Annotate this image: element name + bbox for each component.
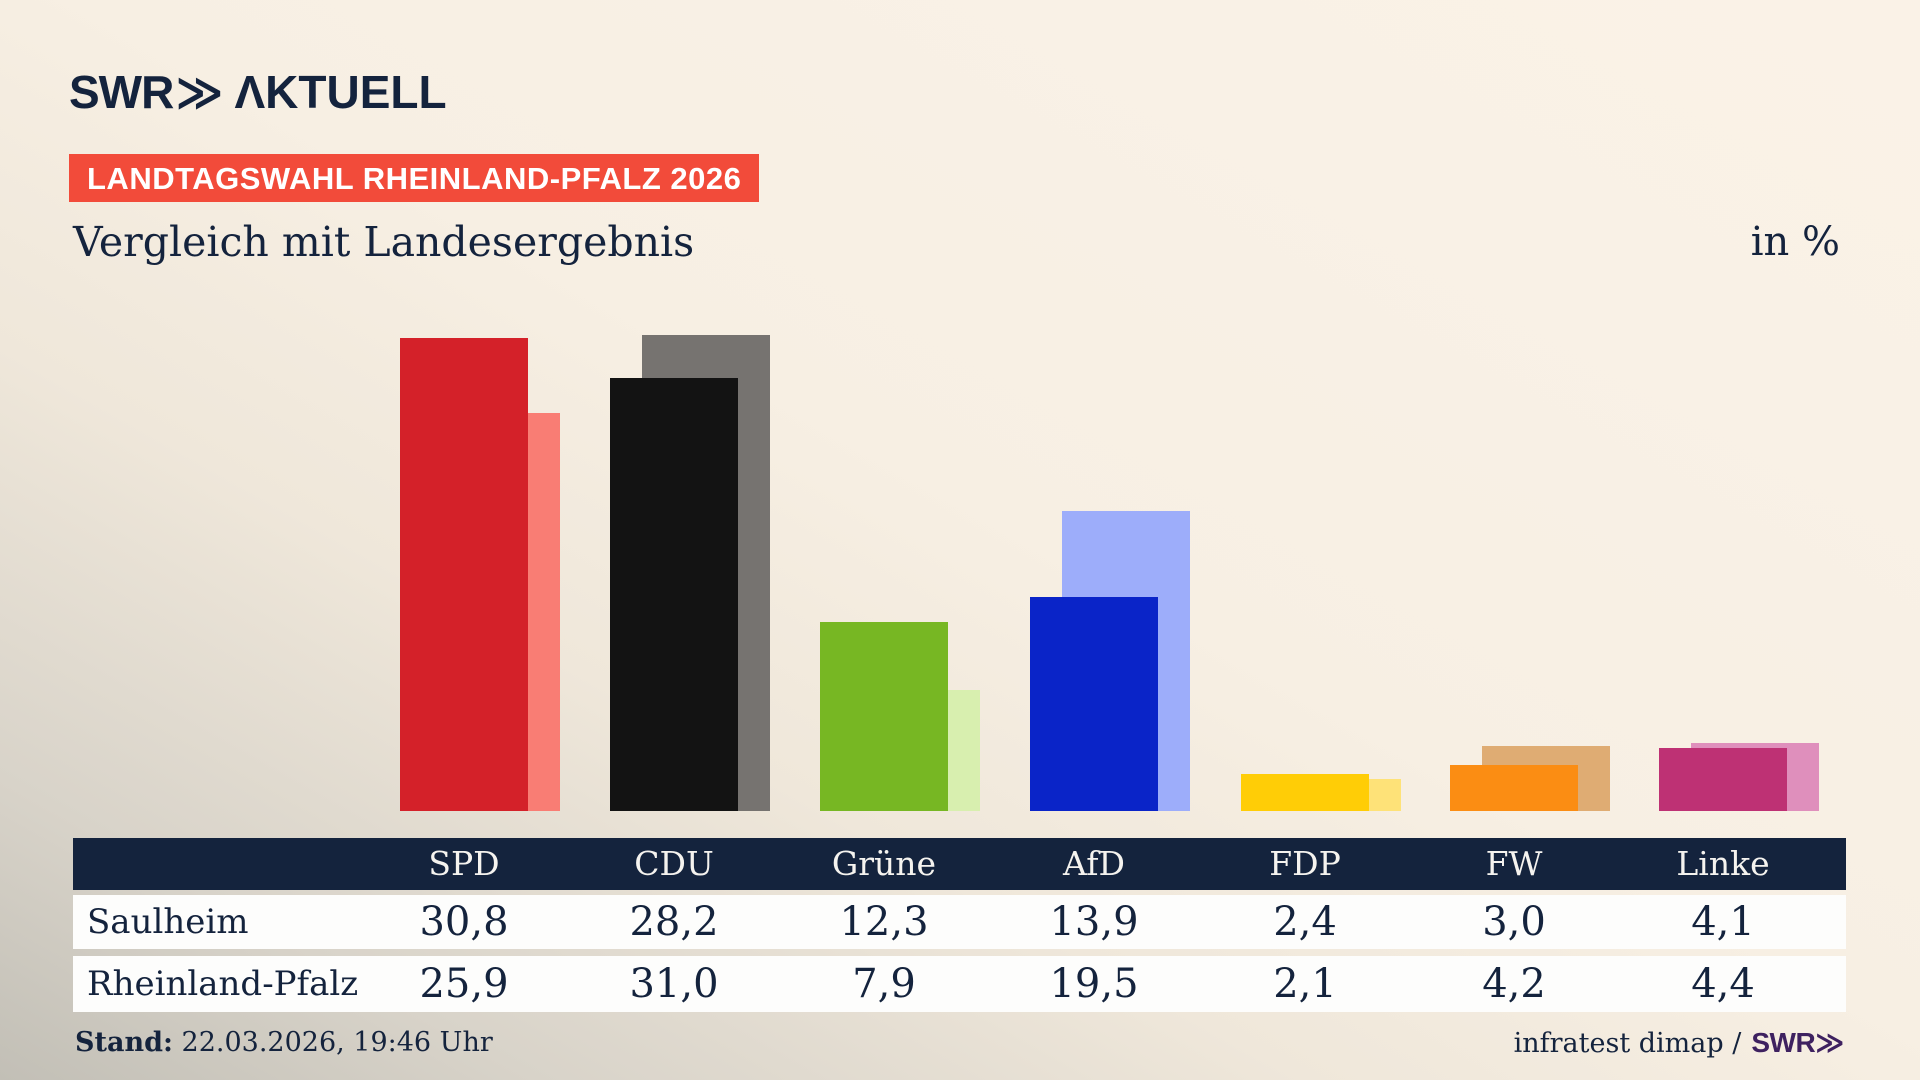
value-rheinlandpfalz-afd: 19,5 <box>1049 961 1139 1007</box>
column-header-cdu: CDU <box>634 844 714 883</box>
bar-saulheim-fw <box>1450 765 1578 811</box>
value-rheinlandpfalz-spd: 25,9 <box>419 961 509 1007</box>
logo-swr-text: SWR <box>69 66 174 118</box>
table-row-saulheim: Saulheim 30,8 28,2 12,3 13,9 2,4 3,0 4,1 <box>73 895 1846 949</box>
bar-saulheim-fdp <box>1241 774 1369 811</box>
column-header-spd: SPD <box>428 844 500 883</box>
source-attribution: infratest dimap / SWR≫ <box>1513 1026 1845 1061</box>
value-saulheim-afd: 13,9 <box>1049 899 1139 945</box>
value-rheinlandpfalz-grne: 7,9 <box>852 961 916 1007</box>
row-label-rheinlandpfalz: Rheinland-Pfalz <box>87 964 359 1004</box>
bar-saulheim-spd <box>400 338 528 811</box>
timestamp: Stand: 22.03.2026, 19:46 Uhr <box>75 1026 493 1060</box>
bar-saulheim-afd <box>1030 597 1158 811</box>
table-header-row: SPD CDU Grüne AfD FDP FW Linke <box>73 838 1846 890</box>
source-text: infratest dimap / <box>1513 1028 1742 1059</box>
table-row-rheinland-pfalz: Rheinland-Pfalz 25,9 31,0 7,9 19,5 2,1 4,2 4,4 <box>73 956 1846 1012</box>
bar-saulheim-grne <box>820 622 948 811</box>
value-saulheim-fw: 3,0 <box>1482 899 1546 945</box>
row-label-saulheim: Saulheim <box>87 902 249 942</box>
double-chevron-icon: ≫ <box>175 65 223 119</box>
chart-title: Vergleich mit Landesergebnis <box>73 218 695 266</box>
timestamp-label: Stand: <box>75 1027 173 1058</box>
unit-label: in % <box>1750 219 1840 265</box>
timestamp-value: 22.03.2026, 19:46 Uhr <box>172 1027 493 1058</box>
value-saulheim-linke: 4,1 <box>1691 899 1755 945</box>
value-saulheim-grne: 12,3 <box>839 899 929 945</box>
value-saulheim-fdp: 2,4 <box>1273 899 1337 945</box>
column-header-fdp: FDP <box>1269 844 1341 883</box>
value-saulheim-spd: 30,8 <box>419 899 509 945</box>
election-badge: LANDTAGSWAHL RHEINLAND-PFALZ 2026 <box>69 154 760 202</box>
column-header-grne: Grüne <box>831 844 937 883</box>
column-header-afd: AfD <box>1063 844 1125 883</box>
bar-saulheim-cdu <box>610 378 738 811</box>
column-header-linke: Linke <box>1676 844 1770 883</box>
logo-aktuell-text: ΛKTUELL <box>234 66 447 118</box>
value-rheinlandpfalz-fdp: 2,1 <box>1273 961 1337 1007</box>
source-swr-brand: SWR≫ <box>1751 1027 1844 1058</box>
bar-saulheim-linke <box>1659 748 1787 811</box>
value-rheinlandpfalz-fw: 4,2 <box>1482 961 1546 1007</box>
column-header-fw: FW <box>1485 844 1543 883</box>
swr-aktuell-logo: SWR≫ ΛKTUELL <box>69 68 447 116</box>
value-rheinlandpfalz-linke: 4,4 <box>1691 961 1755 1007</box>
value-saulheim-cdu: 28,2 <box>629 899 719 945</box>
value-rheinlandpfalz-cdu: 31,0 <box>629 961 719 1007</box>
